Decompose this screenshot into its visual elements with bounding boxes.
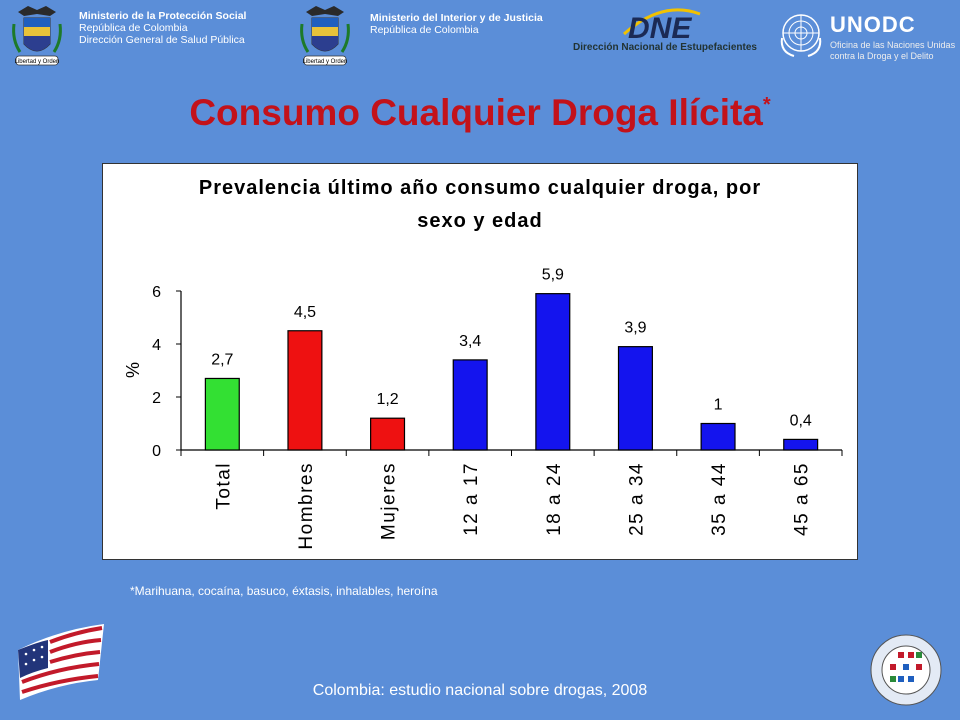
colombia-coat-of-arms-icon: Libertad y Orden bbox=[12, 6, 62, 66]
unodc-subtitle: Oficina de las Naciones Unidas contra la… bbox=[830, 40, 955, 62]
ministry-interior-name: Ministerio del Interior y de Justicia bbox=[370, 12, 543, 24]
ministry-health-country: República de Colombia bbox=[79, 22, 188, 34]
data-label: 5,9 bbox=[542, 267, 564, 284]
bar bbox=[204, 377, 240, 451]
unodc-subtitle-line2: contra la Droga y el Delito bbox=[830, 51, 934, 61]
data-label: 3,9 bbox=[624, 320, 646, 337]
category-label: 12 a 17 bbox=[461, 462, 482, 536]
y-tick-label: 4 bbox=[152, 337, 161, 354]
category-label: Hombres bbox=[296, 462, 317, 550]
data-label: 1,2 bbox=[376, 391, 398, 408]
footer-caption: Colombia: estudio nacional sobre drogas,… bbox=[312, 682, 648, 699]
seal-motto-middle: Libertad y Orden bbox=[303, 59, 348, 65]
category-label: 45 a 65 bbox=[792, 462, 813, 536]
ministry-interior-block: Ministerio del Interior y de Justicia Re… bbox=[370, 12, 543, 36]
bar bbox=[700, 422, 736, 451]
colombia-coat-of-arms-icon-2: Libertad y Orden bbox=[300, 6, 350, 66]
unodc-subtitle-line1: Oficina de las Naciones Unidas bbox=[830, 40, 956, 50]
ministry-interior-country: República de Colombia bbox=[370, 24, 479, 36]
footnote: *Marihuana, cocaína, basuco, éxtasis, in… bbox=[130, 584, 438, 598]
data-label: 4,5 bbox=[294, 304, 316, 321]
category-label: 18 a 24 bbox=[544, 462, 565, 536]
y-axis-label: % bbox=[123, 362, 143, 378]
dne-logo-text: DNE bbox=[628, 12, 692, 44]
seal-motto-left: Libertad y Orden bbox=[15, 59, 60, 65]
slide-title: Consumo Cualquier Droga Ilícita* bbox=[0, 92, 960, 134]
chart-title-line2: sexo y edad bbox=[417, 210, 543, 232]
chart-title-line1: Prevalencia último año consumo cualquier… bbox=[199, 177, 761, 199]
bar bbox=[287, 330, 323, 451]
data-label: 2,7 bbox=[211, 351, 233, 368]
category-label: Total bbox=[213, 462, 234, 510]
bar bbox=[452, 359, 488, 451]
oas-seal-logo bbox=[870, 634, 942, 706]
bar bbox=[535, 293, 571, 451]
title-asterisk: * bbox=[762, 94, 771, 116]
dne-logo: DNE bbox=[623, 8, 701, 44]
ministry-health-block: Ministerio de la Protección Social Repúb… bbox=[79, 10, 246, 46]
bar-chart: Prevalencia último año consumo cualquier… bbox=[123, 177, 843, 550]
data-label: 0,4 bbox=[790, 412, 812, 429]
bar bbox=[783, 438, 819, 451]
data-label: 3,4 bbox=[459, 333, 481, 350]
bar bbox=[370, 417, 406, 451]
dne-subtitle: Dirección Nacional de Estupefacientes bbox=[573, 42, 757, 53]
slide-title-text: Consumo Cualquier Droga Ilícita bbox=[189, 92, 763, 133]
ministry-health-direction: Dirección General de Salud Pública bbox=[79, 34, 245, 46]
unodc-logo-text: UNODC bbox=[830, 12, 916, 37]
bar bbox=[617, 346, 653, 451]
data-label: 1 bbox=[714, 397, 723, 414]
y-tick-label: 0 bbox=[152, 443, 161, 460]
category-label: 35 a 44 bbox=[709, 462, 730, 536]
y-tick-label: 2 bbox=[152, 390, 161, 407]
category-label: 25 a 34 bbox=[626, 462, 647, 536]
us-embassy-flag-logo bbox=[18, 624, 104, 700]
chart-panel: Prevalencia último año consumo cualquier… bbox=[102, 163, 858, 560]
y-tick-label: 6 bbox=[152, 284, 161, 301]
ministry-health-name: Ministerio de la Protección Social bbox=[79, 10, 247, 22]
chart-marks: 0 2 4 6 2,7 Total 4,5 Hombres 1,2 Mujeres 3,4 12 a … bbox=[152, 267, 843, 550]
un-emblem-icon bbox=[780, 14, 822, 57]
category-label: Mujeres bbox=[379, 462, 400, 540]
